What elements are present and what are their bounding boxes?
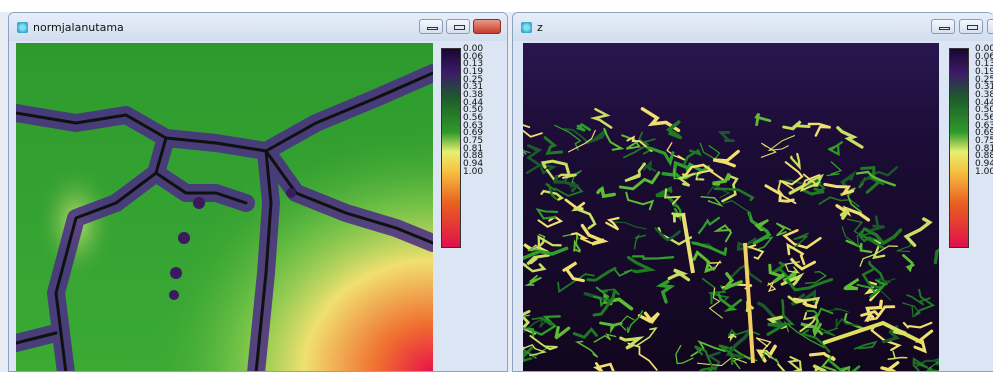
color-scale (441, 48, 461, 248)
maximize-button[interactable] (959, 19, 983, 34)
title-bar[interactable]: normjalanutama (9, 13, 507, 41)
minimize-button[interactable] (931, 19, 955, 34)
title-bar[interactable]: z (513, 13, 993, 41)
desktop: normjalanutama (0, 0, 993, 367)
legend-label: 1.00 (975, 167, 993, 177)
close-button[interactable] (987, 19, 993, 34)
minimize-button[interactable] (419, 19, 443, 34)
map-view (523, 43, 939, 372)
legend-label: 1.00 (463, 167, 483, 177)
map-view (16, 43, 433, 372)
close-button[interactable] (473, 19, 501, 34)
window-icon (521, 22, 532, 33)
maximize-button[interactable] (446, 19, 470, 34)
window-title: z (537, 21, 543, 34)
map-window[interactable]: z 0.000.060.130.190.250.310.380.440.500.… (512, 12, 993, 372)
window-icon (17, 22, 28, 33)
color-scale (949, 48, 969, 248)
map-window[interactable]: normjalanutama (8, 12, 508, 372)
window-title: normjalanutama (33, 21, 124, 34)
top-strip (0, 0, 993, 12)
